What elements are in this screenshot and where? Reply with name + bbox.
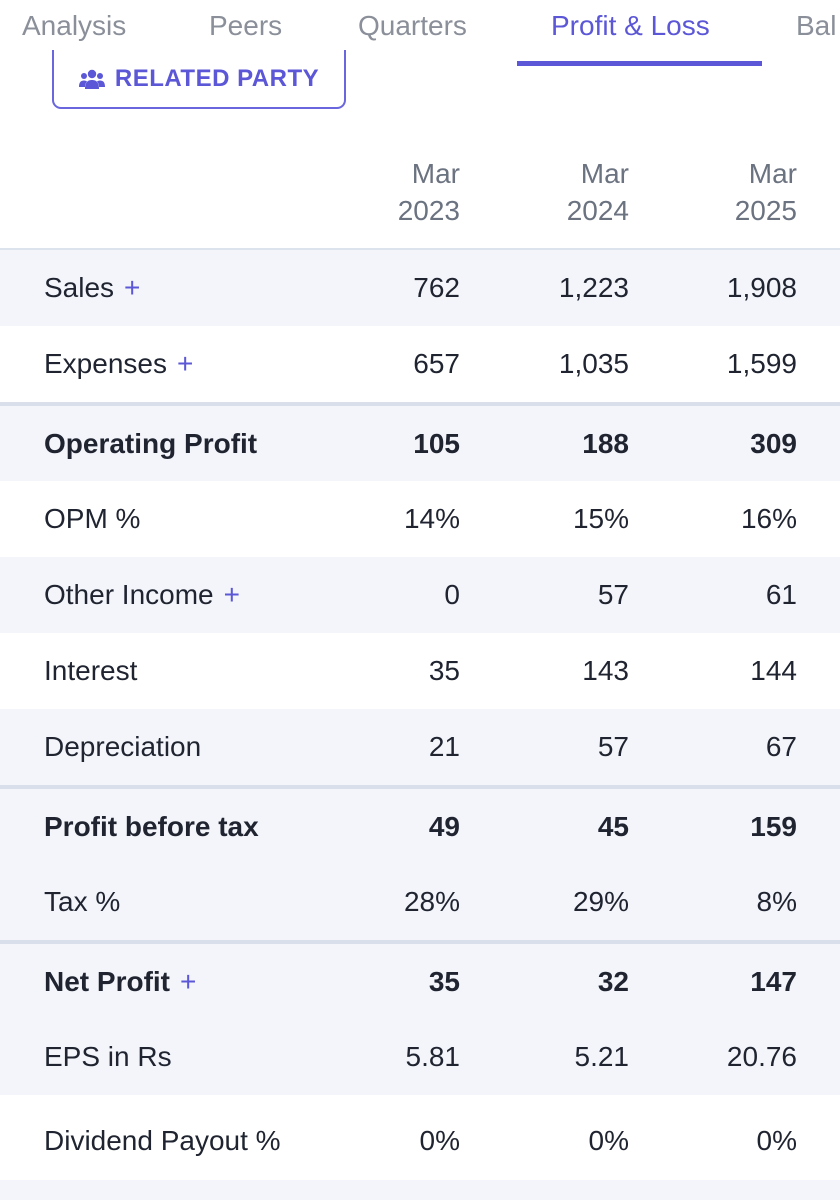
row-value: 144 [750, 655, 797, 686]
row-value: 15% [572, 503, 629, 534]
table-row: Dividend Payout % 0% 0% 0% [0, 1095, 840, 1187]
row-label-text: Dividend Payout % [44, 1125, 281, 1156]
expand-plus-icon[interactable]: + [223, 579, 240, 610]
row-label-text: Depreciation [44, 731, 202, 762]
row-value: 20.76 [726, 1041, 797, 1072]
row-label: Interest [44, 633, 137, 709]
row-value: 1,599 [726, 348, 797, 379]
expand-plus-icon[interactable]: + [180, 965, 197, 997]
column-header-year: 2024 [566, 195, 629, 226]
column-header-month: Mar [580, 158, 629, 189]
row-value: 57 [597, 731, 629, 762]
row-value: 1,223 [558, 272, 629, 303]
row-value: 49 [428, 810, 460, 842]
row-value: 188 [582, 427, 629, 459]
row-value: 35 [428, 965, 460, 997]
users-icon [78, 69, 105, 89]
tab-profit-loss[interactable]: Profit & Loss [551, 10, 710, 41]
row-value: 8% [756, 886, 797, 917]
row-label-text: Interest [44, 655, 138, 686]
row-label: OPM % [44, 481, 140, 557]
profit-loss-table: Sales +762 1,223 1,908 Expenses +657 1,035 1,59… [0, 250, 840, 1187]
column-header-year: 2023 [397, 195, 460, 226]
table-row: EPS in Rs 5.81 5.21 20.76 [0, 1019, 840, 1095]
row-value: 1,035 [558, 348, 629, 379]
row-value: 67 [765, 731, 797, 762]
expand-plus-icon[interactable]: + [124, 272, 141, 303]
row-label: Operating Profit [44, 406, 257, 481]
column-header-mar-2023: Mar 2023 [320, 155, 460, 229]
row-value: 57 [597, 579, 629, 610]
row-label-text: Expenses [44, 348, 167, 379]
row-value: 32 [597, 965, 629, 997]
row-label-text: Profit before tax [44, 810, 259, 842]
row-value: 143 [582, 655, 629, 686]
related-party-label: RELATED PARTY [114, 64, 320, 92]
row-value: 0% [419, 1125, 460, 1156]
column-header-mar-2025: Mar 2025 [657, 155, 797, 229]
row-label-text: EPS in Rs [44, 1041, 172, 1072]
row-label-text: Net Profit [44, 965, 170, 997]
row-value: 0% [588, 1125, 629, 1156]
column-header-mar-2024: Mar 2024 [489, 155, 629, 229]
row-label-text: Tax % [44, 886, 121, 917]
header-divider [0, 248, 840, 250]
column-header-year: 2025 [734, 195, 797, 226]
row-value: 45 [597, 810, 629, 842]
related-party-button[interactable]: RELATED PARTY [52, 50, 346, 109]
tab-peers[interactable]: Peers [209, 10, 283, 41]
table-row: Sales +762 1,223 1,908 [0, 250, 840, 326]
row-value: 5.21 [574, 1041, 630, 1072]
row-value: 14% [403, 503, 460, 534]
table-row: Net Profit +35 32 147 [0, 940, 840, 1019]
row-label-text: Sales [44, 272, 115, 303]
row-label[interactable]: Sales + [44, 250, 140, 326]
row-label-text: Other Income [44, 579, 214, 610]
row-value: 29% [572, 886, 629, 917]
row-value: 0% [756, 1125, 797, 1156]
section-tabs: Analysis Peers Quarters Profit & Loss Ba… [0, 0, 840, 68]
row-value: 147 [750, 965, 797, 997]
table-row: Tax % 28% 29% 8% [0, 864, 840, 940]
row-value: 657 [413, 348, 460, 379]
row-label: Profit before tax [44, 789, 259, 864]
row-value: 35 [428, 655, 460, 686]
active-tab-indicator [517, 61, 762, 66]
row-label[interactable]: Other Income + [44, 557, 240, 633]
row-value: 5.81 [405, 1041, 461, 1072]
table-row: Interest 35 143 144 [0, 633, 840, 709]
row-label: Tax % [44, 864, 120, 940]
row-label-text: Operating Profit [44, 427, 258, 459]
row-label[interactable]: Expenses + [44, 326, 193, 402]
row-value: 309 [750, 427, 797, 459]
row-value: 762 [413, 272, 460, 303]
row-value: 0 [444, 579, 460, 610]
table-row: Depreciation 21 57 67 [0, 709, 840, 785]
row-label: Dividend Payout % [44, 1095, 304, 1187]
table-row: Profit before tax 49 45 159 [0, 785, 840, 864]
row-label[interactable]: Net Profit + [44, 944, 196, 1019]
expand-plus-icon[interactable]: + [176, 348, 194, 379]
row-value: 21 [428, 731, 460, 762]
row-label-text: OPM % [44, 503, 141, 534]
tab-quarters[interactable]: Quarters [358, 10, 467, 41]
table-row: Other Income +0 57 61 [0, 557, 840, 633]
table-bottom-edge [0, 1180, 840, 1200]
row-value: 105 [413, 427, 460, 459]
row-value: 28% [403, 886, 460, 917]
row-value: 1,908 [726, 272, 797, 303]
table-row: Expenses +657 1,035 1,599 [0, 326, 840, 402]
table-row: OPM % 14% 15% 16% [0, 481, 840, 557]
column-header-month: Mar [748, 158, 797, 189]
table-row: Operating Profit 105 188 309 [0, 402, 840, 481]
tab-balance-sheet[interactable]: Bal [796, 10, 837, 41]
row-value: 159 [750, 810, 797, 842]
row-value: 16% [740, 503, 797, 534]
tab-analysis[interactable]: Analysis [22, 10, 127, 41]
row-label: Depreciation [44, 709, 201, 785]
row-value: 61 [765, 579, 797, 610]
row-label: EPS in Rs [44, 1019, 172, 1095]
column-header-month: Mar [411, 158, 460, 189]
